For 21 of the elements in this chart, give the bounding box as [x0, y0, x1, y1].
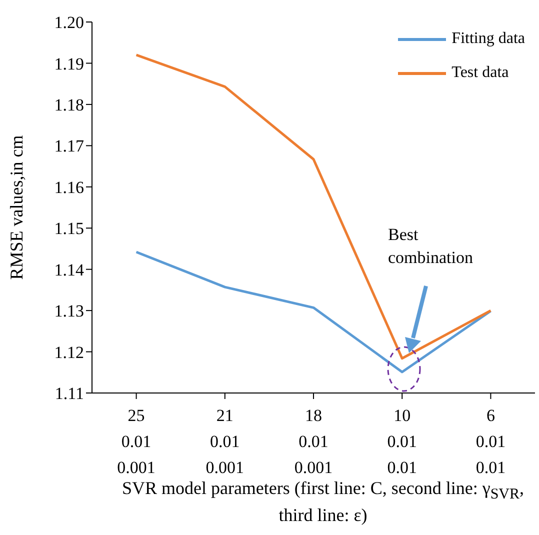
text: SVR model parameters (first line: C, second line: γ$_{SVR}$, third line: ε) — [122, 478, 524, 525]
x-tick-label: 10 0.01 0.01 — [387, 406, 417, 477]
x-tick-label: 25 0.01 0.001 — [117, 406, 156, 477]
y-tick-label: 1.13 — [54, 302, 84, 321]
y-tick-label: 1.18 — [54, 95, 84, 114]
y-tick-label: 1.20 — [54, 13, 84, 32]
y-axis-title: RMSE values,in cm — [6, 135, 26, 280]
annotation: Best combination — [388, 225, 474, 267]
y-tick-label: 1.19 — [54, 54, 84, 74]
x-tick-label: 6 0.01 0.01 — [476, 406, 506, 477]
legend-label: Test data — [452, 64, 509, 82]
y-tick-label: 1.17 — [54, 136, 84, 156]
x-tick-label: 18 0.01 0.001 — [294, 406, 333, 477]
y-tick-label: 1.12 — [54, 342, 84, 362]
line-series — [135, 250, 492, 374]
y-tick-label: 1.16 — [54, 178, 84, 197]
y-tick-label: 1.15 — [54, 219, 84, 238]
x-tick-label: 21 0.01 0.001 — [206, 406, 244, 477]
y-tick-label: 1.11 — [54, 384, 84, 404]
legend-label: Fitting data — [452, 30, 525, 48]
y-tick-label: 1.14 — [54, 260, 84, 280]
